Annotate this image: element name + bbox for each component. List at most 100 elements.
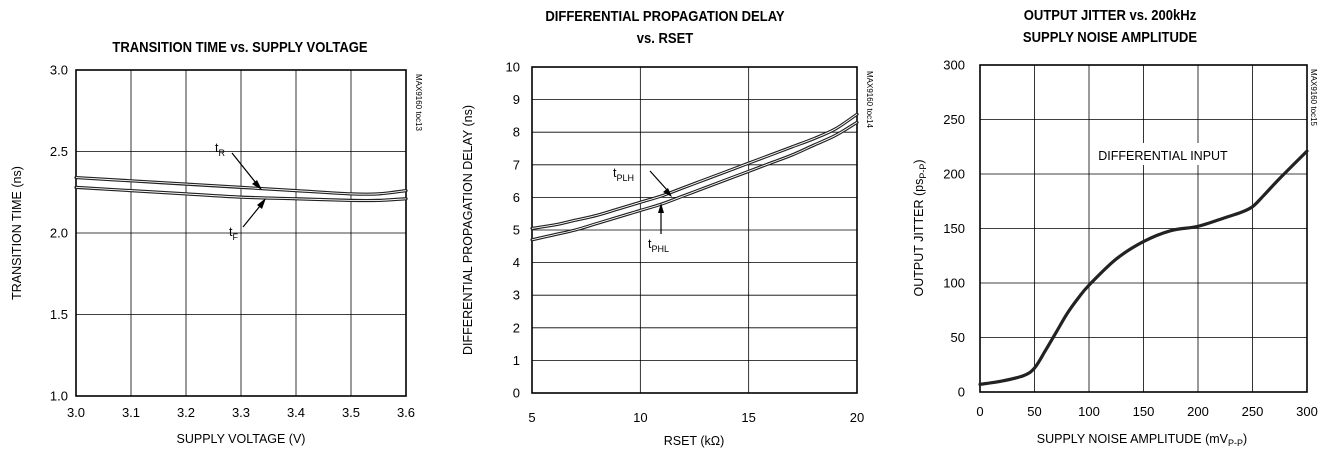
series-line-0 <box>978 149 1309 386</box>
y-tick-labels: 1.0 1.5 2.0 2.5 3.0 <box>50 63 68 404</box>
label-tF-main: t <box>229 225 233 239</box>
y-tick-label-8: 8 <box>513 125 520 140</box>
x-tick-label-1: 50 <box>1027 404 1041 419</box>
x-axis-label: SUPPLY NOISE AMPLITUDE (mVP-P) <box>1037 432 1247 448</box>
series-line-highlight-tR <box>75 177 407 195</box>
y-axis-label-main: OUTPUT JITTER (ps <box>912 179 926 297</box>
y-tick-label-0: 1.0 <box>50 389 68 404</box>
svg-text:tPHL: tPHL <box>648 237 669 254</box>
x-tick-label-4: 200 <box>1187 404 1209 419</box>
x-tick-label-3: 3.3 <box>232 405 250 420</box>
series-group <box>74 175 408 203</box>
x-tick-label-0: 5 <box>528 410 535 425</box>
y-tick-label-5: 5 <box>513 223 520 238</box>
y-tick-label-2: 100 <box>943 276 965 291</box>
label-tPHL-main: t <box>648 237 652 251</box>
chart-title-line-1: DIFFERENTIAL PROPAGATION DELAY <box>545 8 784 24</box>
y-tick-label-10: 10 <box>506 60 520 75</box>
label-tF-sub: F <box>232 232 238 242</box>
grid <box>76 70 406 396</box>
side-label: MAX9160 toc14 <box>865 71 874 128</box>
x-tick-label-1: 3.1 <box>122 405 140 420</box>
label-tR: tR <box>215 141 262 190</box>
x-tick-label-0: 3.0 <box>67 405 85 420</box>
label-tPHL-sub: PHL <box>651 244 669 254</box>
y-axis-label: DIFFERENTIAL PROPAGATION DELAY (ns) <box>461 105 475 355</box>
grid <box>980 65 1307 392</box>
chart-3-svg: OUTPUT JITTER vs. 200kHz SUPPLY NOISE AM… <box>912 7 1318 448</box>
y-tick-label-1: 1 <box>513 353 520 368</box>
y-tick-label-2: 2.0 <box>50 226 68 241</box>
series-line-tPLH <box>530 112 859 230</box>
x-tick-label-4: 3.4 <box>287 405 305 420</box>
svg-text:tR: tR <box>215 141 225 158</box>
y-tick-label-4: 200 <box>943 167 965 182</box>
annotation-differential-input: DIFFERENTIAL INPUT <box>1098 149 1228 163</box>
y-tick-labels: 0 50 100 150 200 250 300 <box>943 58 965 400</box>
y-tick-label-3: 3 <box>513 288 520 303</box>
chart-title: TRANSITION TIME vs. SUPPLY VOLTAGE <box>112 39 367 55</box>
x-tick-label-3: 150 <box>1133 404 1155 419</box>
y-tick-labels: 0 1 2 3 4 5 6 7 8 9 10 <box>506 60 520 401</box>
chart-title-line-1: OUTPUT JITTER vs. 200kHz <box>1024 7 1197 23</box>
x-tick-label-6: 300 <box>1296 404 1318 419</box>
label-tPLH-main: t <box>613 166 617 180</box>
y-tick-label-7: 7 <box>513 157 520 172</box>
series-group <box>978 149 1309 386</box>
x-tick-labels: 3.0 3.1 3.2 3.3 3.4 3.5 3.6 <box>67 405 415 420</box>
chart-2-svg: DIFFERENTIAL PROPAGATION DELAY vs. RSET … <box>461 8 874 448</box>
label-tR-main: t <box>215 141 219 155</box>
y-tick-label-1: 1.5 <box>50 307 68 322</box>
series-group <box>530 112 859 242</box>
chart-transition-time: TRANSITION TIME vs. SUPPLY VOLTAGE 3.0 3.… <box>0 0 440 456</box>
y-tick-label-1: 50 <box>951 330 965 345</box>
x-tick-label-2: 3.2 <box>177 405 195 420</box>
chart-output-jitter: OUTPUT JITTER vs. 200kHz SUPPLY NOISE AM… <box>880 0 1327 456</box>
x-tick-labels: 0 50 100 150 200 250 300 <box>976 404 1317 419</box>
side-label: MAX9160 toc15 <box>1309 69 1318 126</box>
x-tick-label-2: 15 <box>741 410 755 425</box>
chart-title-line-2: SUPPLY NOISE AMPLITUDE <box>1023 29 1197 45</box>
y-axis-label-end: ) <box>912 159 926 163</box>
grid <box>532 67 857 393</box>
y-tick-label-4: 4 <box>513 255 520 270</box>
y-tick-label-6: 300 <box>943 58 965 73</box>
series-line-highlight-tPHL <box>531 122 858 241</box>
label-tF: tF <box>229 198 266 242</box>
label-tR-sub: R <box>218 148 225 158</box>
y-tick-label-0: 0 <box>513 386 520 401</box>
x-tick-label-5: 250 <box>1242 404 1264 419</box>
x-axis-label-end: ) <box>1243 432 1247 446</box>
label-tPLH-sub: PLH <box>616 173 634 183</box>
y-tick-label-0: 0 <box>958 385 965 400</box>
y-tick-label-9: 9 <box>513 92 520 107</box>
x-tick-label-1: 10 <box>633 410 647 425</box>
y-axis-label-sub: P-P <box>918 164 928 179</box>
annotation-background <box>1090 143 1235 165</box>
label-tPHL: tPHL <box>648 203 669 254</box>
x-axis-label: SUPPLY VOLTAGE (V) <box>177 432 306 446</box>
y-axis-label: TRANSITION TIME (ns) <box>10 166 24 300</box>
x-axis-label-main: SUPPLY NOISE AMPLITUDE (mV <box>1037 432 1229 446</box>
x-axis-label-sub: P-P <box>1228 438 1243 448</box>
series-line-highlight-tPLH <box>531 113 858 229</box>
x-tick-label-6: 3.6 <box>397 405 415 420</box>
series-line-highlight-tF <box>75 186 407 202</box>
y-tick-label-3: 150 <box>943 221 965 236</box>
x-tick-label-3: 20 <box>850 410 864 425</box>
side-label: MAX9160 toc13 <box>414 74 423 131</box>
y-tick-label-4: 3.0 <box>50 63 68 78</box>
x-tick-label-5: 3.5 <box>342 405 360 420</box>
x-tick-labels: 5 10 15 20 <box>528 410 864 425</box>
x-tick-label-0: 0 <box>976 404 983 419</box>
y-tick-label-6: 6 <box>513 190 520 205</box>
y-axis-label: OUTPUT JITTER (psP-P) <box>912 159 928 296</box>
y-tick-label-5: 250 <box>943 112 965 127</box>
x-axis-label: RSET (kΩ) <box>664 434 725 448</box>
svg-text:tF: tF <box>229 225 238 242</box>
chart-title-line-2: vs. RSET <box>637 30 694 46</box>
chart-propagation-delay: DIFFERENTIAL PROPAGATION DELAY vs. RSET … <box>440 0 880 456</box>
y-tick-label-3: 2.5 <box>50 144 68 159</box>
chart-1-svg: TRANSITION TIME vs. SUPPLY VOLTAGE 3.0 3.… <box>10 39 423 446</box>
x-tick-label-2: 100 <box>1078 404 1100 419</box>
